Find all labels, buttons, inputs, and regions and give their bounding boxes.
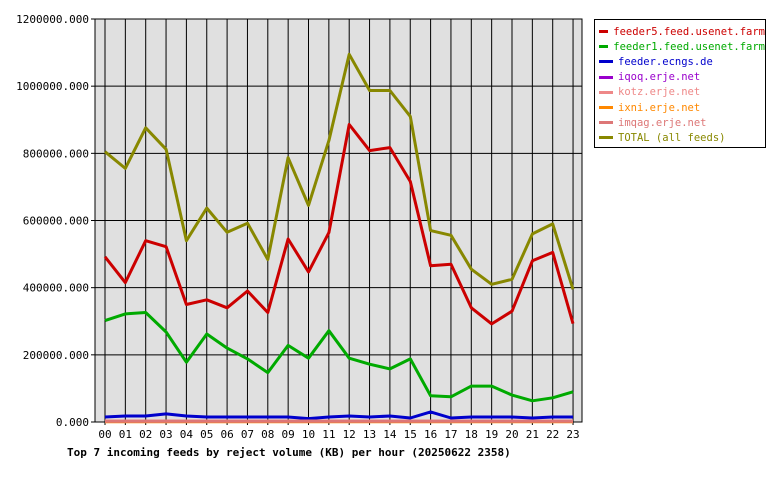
x-tick-label: 05 bbox=[200, 428, 213, 441]
x-tick-label: 11 bbox=[322, 428, 335, 441]
legend-label: iqoq.erje.net bbox=[618, 71, 701, 84]
x-tick-label: 09 bbox=[282, 428, 295, 441]
legend-label: feeder1.feed.usenet.farm bbox=[613, 40, 765, 53]
legend-item: kotz.erje.net bbox=[599, 85, 765, 100]
x-tick-label: 12 bbox=[343, 428, 356, 441]
x-tick-label: 16 bbox=[424, 428, 437, 441]
legend-swatch bbox=[599, 90, 613, 94]
y-tick-label: 1000000.000 bbox=[16, 80, 89, 93]
legend-item: ixni.erje.net bbox=[599, 100, 765, 115]
y-tick-label: 0.000 bbox=[56, 416, 89, 429]
x-tick-label: 17 bbox=[444, 428, 457, 441]
series-line bbox=[104, 52, 575, 290]
legend-item: imqag.erje.net bbox=[599, 115, 765, 130]
legend-swatch bbox=[599, 30, 609, 34]
x-tick-label: 03 bbox=[159, 428, 172, 441]
series-line bbox=[104, 311, 574, 403]
legend-item: iqoq.erje.net bbox=[599, 70, 765, 85]
x-tick-label: 10 bbox=[302, 428, 315, 441]
chart-legend: feeder5.feed.usenet.farm feeder1.feed.use… bbox=[594, 19, 766, 148]
y-tick-label: 1200000.000 bbox=[16, 13, 89, 26]
x-tick-label: 15 bbox=[404, 428, 417, 441]
series-line bbox=[104, 410, 573, 421]
y-tick-label: 800000.000 bbox=[23, 147, 89, 160]
legend-item: feeder.ecngs.de bbox=[599, 54, 765, 69]
legend-label: imqag.erje.net bbox=[618, 116, 707, 129]
x-tick-label: 06 bbox=[220, 428, 233, 441]
legend-label: feeder5.feed.usenet.farm bbox=[613, 25, 765, 38]
legend-swatch bbox=[599, 106, 613, 110]
x-tick-label: 13 bbox=[363, 428, 376, 441]
series-line bbox=[103, 123, 575, 326]
chart-title: Top 7 incoming feeds by reject volume (K… bbox=[67, 446, 511, 459]
x-tick-label: 18 bbox=[465, 428, 478, 441]
y-tick-label: 600000.000 bbox=[23, 215, 89, 228]
x-tick-label: 14 bbox=[383, 428, 397, 441]
x-tick-label: 07 bbox=[241, 428, 254, 441]
x-tick-label: 01 bbox=[119, 428, 132, 441]
x-tick-label: 08 bbox=[261, 428, 274, 441]
legend-swatch bbox=[599, 75, 613, 79]
x-tick-label: 20 bbox=[505, 428, 518, 441]
legend-swatch bbox=[599, 136, 613, 140]
x-tick-label: 23 bbox=[566, 428, 579, 441]
x-tick-label: 04 bbox=[180, 428, 194, 441]
legend-item: feeder5.feed.usenet.farm bbox=[599, 24, 765, 39]
legend-swatch bbox=[599, 60, 613, 64]
legend-swatch bbox=[599, 45, 609, 49]
x-tick-label: 21 bbox=[526, 428, 539, 441]
legend-item: feeder1.feed.usenet.farm bbox=[599, 39, 765, 54]
y-tick-label: 400000.000 bbox=[23, 282, 89, 295]
x-tick-label: 19 bbox=[485, 428, 498, 441]
legend-item: TOTAL (all feeds) bbox=[599, 130, 765, 145]
legend-label: ixni.erje.net bbox=[618, 101, 701, 114]
x-tick-label: 00 bbox=[98, 428, 111, 441]
x-tick-label: 22 bbox=[546, 428, 559, 441]
legend-swatch bbox=[599, 121, 613, 125]
x-tick-label: 02 bbox=[139, 428, 152, 441]
legend-label: TOTAL (all feeds) bbox=[618, 131, 726, 144]
y-tick-label: 200000.000 bbox=[23, 349, 89, 362]
legend-label: feeder.ecngs.de bbox=[618, 55, 713, 68]
legend-label: kotz.erje.net bbox=[618, 86, 701, 99]
